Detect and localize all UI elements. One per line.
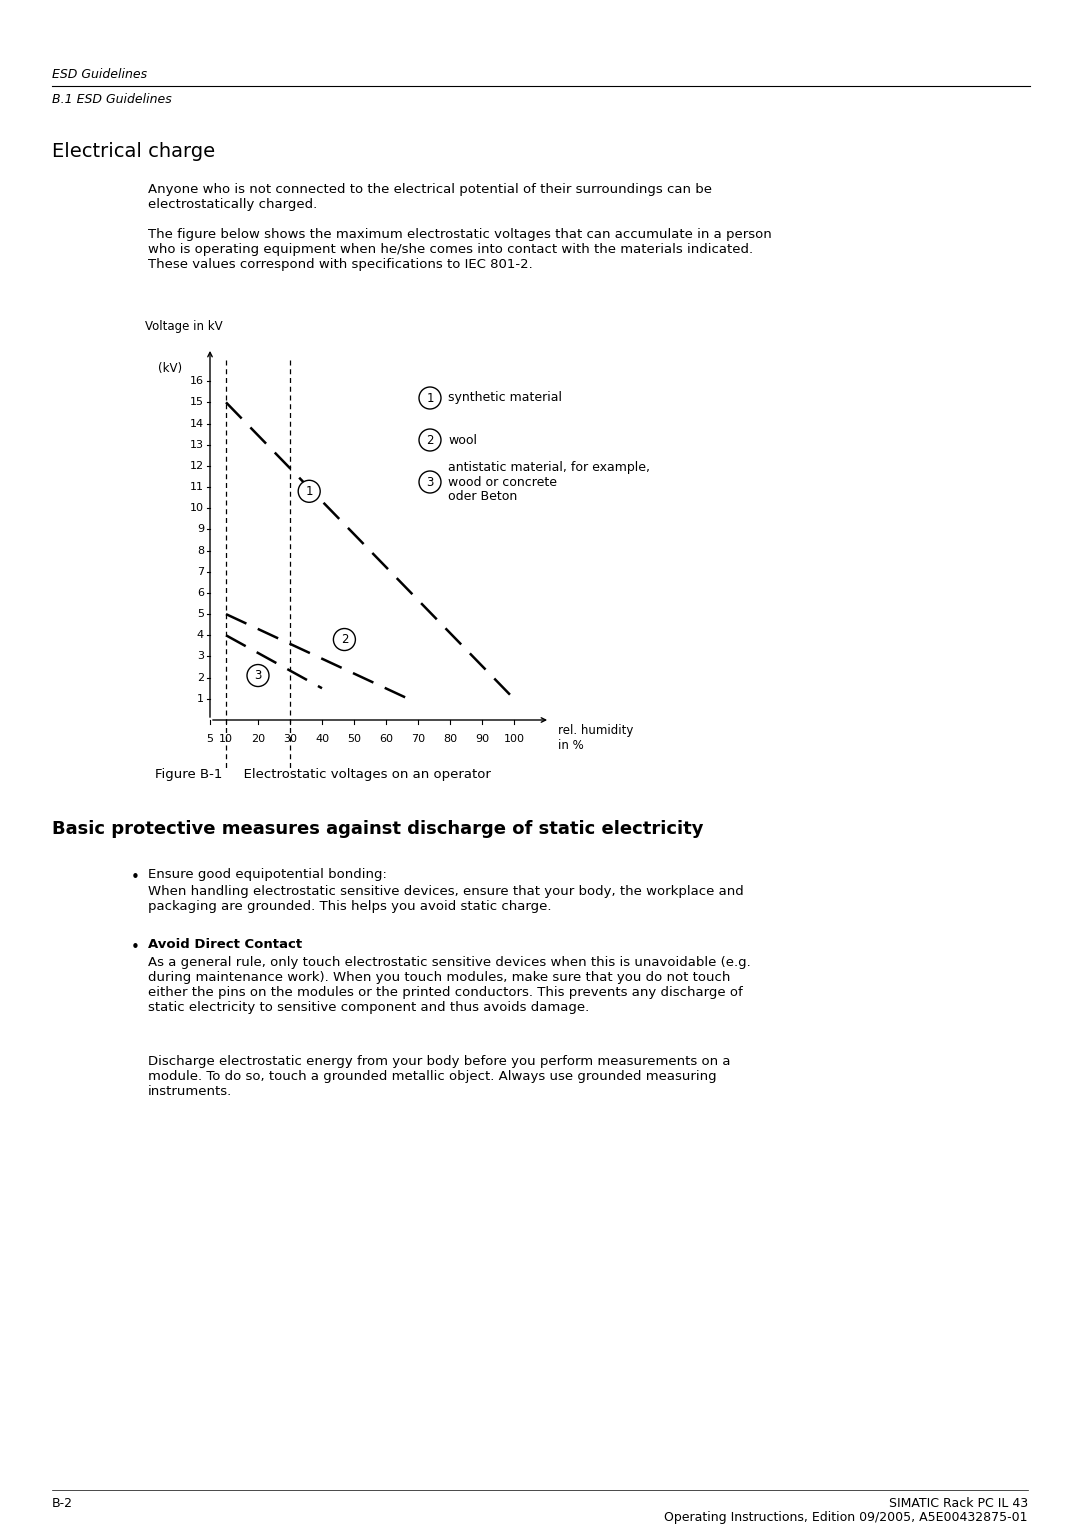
Text: 8: 8 — [197, 545, 204, 556]
Text: antistatic material, for example,
wood or concrete
oder Beton: antistatic material, for example, wood o… — [448, 460, 650, 504]
Text: 1: 1 — [197, 694, 204, 704]
Text: Anyone who is not connected to the electrical potential of their surroundings ca: Anyone who is not connected to the elect… — [148, 183, 712, 211]
Text: SIMATIC Rack PC IL 43: SIMATIC Rack PC IL 43 — [889, 1497, 1028, 1510]
Text: As a general rule, only touch electrostatic sensitive devices when this is unavo: As a general rule, only touch electrosta… — [148, 957, 751, 1015]
Text: 10: 10 — [190, 503, 204, 513]
Text: 1: 1 — [306, 484, 313, 498]
Text: rel. humidity: rel. humidity — [558, 724, 633, 736]
Circle shape — [334, 628, 355, 651]
Text: (kV): (kV) — [158, 362, 183, 374]
Text: 100: 100 — [503, 733, 525, 744]
Text: 7: 7 — [197, 567, 204, 576]
Text: 90: 90 — [475, 733, 489, 744]
Circle shape — [247, 665, 269, 686]
Text: 40: 40 — [315, 733, 329, 744]
Text: Basic protective measures against discharge of static electricity: Basic protective measures against discha… — [52, 821, 703, 837]
Text: 4: 4 — [197, 630, 204, 640]
Text: Operating Instructions, Edition 09/2005, A5E00432875-01: Operating Instructions, Edition 09/2005,… — [664, 1511, 1028, 1523]
Text: 14: 14 — [190, 419, 204, 428]
Text: 12: 12 — [190, 461, 204, 471]
Text: B.1 ESD Guidelines: B.1 ESD Guidelines — [52, 93, 172, 105]
Text: Ensure good equipotential bonding:: Ensure good equipotential bonding: — [148, 868, 387, 882]
Text: ESD Guidelines: ESD Guidelines — [52, 69, 147, 81]
Text: 1: 1 — [427, 391, 434, 405]
Text: 80: 80 — [443, 733, 457, 744]
Text: 60: 60 — [379, 733, 393, 744]
Text: 6: 6 — [197, 588, 204, 597]
Text: Discharge electrostatic energy from your body before you perform measurements on: Discharge electrostatic energy from your… — [148, 1054, 730, 1099]
Text: 11: 11 — [190, 481, 204, 492]
Text: 9: 9 — [197, 524, 204, 535]
Text: Figure B-1     Electrostatic voltages on an operator: Figure B-1 Electrostatic voltages on an … — [156, 769, 491, 781]
Text: 15: 15 — [190, 397, 204, 408]
Text: 13: 13 — [190, 440, 204, 449]
Text: 2: 2 — [340, 633, 348, 646]
Text: 10: 10 — [219, 733, 233, 744]
Text: 2: 2 — [427, 434, 434, 446]
Text: 3: 3 — [427, 475, 434, 489]
Text: When handling electrostatic sensitive devices, ensure that your body, the workpl: When handling electrostatic sensitive de… — [148, 885, 744, 914]
Text: 3: 3 — [254, 669, 261, 681]
Text: 5: 5 — [197, 610, 204, 619]
Text: 50: 50 — [347, 733, 361, 744]
Text: 16: 16 — [190, 376, 204, 387]
Text: Electrical charge: Electrical charge — [52, 142, 215, 160]
Text: synthetic material: synthetic material — [448, 391, 562, 405]
Text: 5: 5 — [206, 733, 214, 744]
Circle shape — [419, 387, 441, 410]
Circle shape — [419, 429, 441, 451]
Text: wool: wool — [448, 434, 477, 446]
Text: 20: 20 — [251, 733, 265, 744]
Circle shape — [298, 480, 320, 503]
Text: 70: 70 — [410, 733, 426, 744]
Text: Voltage in kV: Voltage in kV — [145, 319, 222, 333]
Text: The figure below shows the maximum electrostatic voltages that can accumulate in: The figure below shows the maximum elect… — [148, 228, 772, 270]
Text: •: • — [131, 940, 139, 955]
Text: 30: 30 — [283, 733, 297, 744]
Text: in %: in % — [558, 740, 584, 752]
Text: 3: 3 — [197, 651, 204, 662]
Text: •: • — [131, 869, 139, 885]
Text: 2: 2 — [197, 672, 204, 683]
Text: Avoid Direct Contact: Avoid Direct Contact — [148, 938, 302, 950]
Text: B-2: B-2 — [52, 1497, 73, 1510]
Circle shape — [419, 471, 441, 494]
